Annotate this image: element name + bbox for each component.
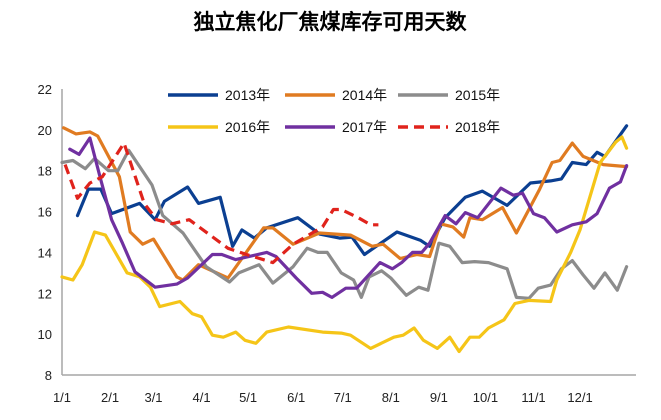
y-tick-label: 22 [38, 82, 52, 97]
legend-label: 2018年 [455, 119, 500, 135]
x-tick-label: 10/1 [473, 390, 498, 405]
y-tick-label: 10 [38, 327, 52, 342]
legend-label: 2014年 [342, 87, 387, 103]
legend-item: 2014年 [285, 87, 387, 103]
legend-label: 2015年 [455, 87, 500, 103]
legend-item: 2015年 [398, 87, 500, 103]
y-tick-label: 12 [38, 286, 52, 301]
x-tick-label: 8/1 [382, 390, 400, 405]
legend-label: 2013年 [225, 87, 270, 103]
x-tick-label: 11/1 [521, 390, 545, 405]
legend-item: 2013年 [168, 87, 270, 103]
y-tick-label: 8 [45, 368, 52, 383]
legend-label: 2017年 [342, 119, 387, 135]
series-line-2018 [63, 141, 379, 265]
series-line-2017 [68, 136, 629, 299]
legend: 2013年 2014年 2015年 2016年 2017年 2018年 [168, 87, 500, 135]
series-line-2015 [60, 148, 629, 300]
x-tick-label: 4/1 [193, 390, 211, 405]
legend-item: 2016年 [168, 119, 270, 135]
legend-label: 2016年 [225, 119, 270, 135]
x-tick-label: 2/1 [101, 390, 119, 405]
x-tick-label: 9/1 [430, 390, 448, 405]
legend-item: 2018年 [398, 119, 500, 135]
x-tick-label: 7/1 [334, 390, 352, 405]
y-tick-labels: 8 10 12 14 16 18 20 22 [38, 82, 52, 383]
x-tick-label: 3/1 [144, 390, 162, 405]
x-tick-label: 12/1 [567, 390, 592, 405]
x-tick-label: 1/1 [53, 390, 71, 405]
x-tick-label: 6/1 [287, 390, 305, 405]
x-tick-labels: 1/1 2/1 3/1 4/1 5/1 6/1 7/1 8/1 9/1 10/1 11/1 12/1 [53, 390, 593, 405]
series-line-2014 [61, 126, 629, 282]
x-tick-label: 5/1 [239, 390, 257, 405]
axes [61, 89, 636, 376]
chart-title: 独立焦化厂焦煤库存可用天数 [194, 10, 468, 34]
y-tick-label: 14 [38, 245, 52, 260]
y-tick-label: 18 [38, 164, 52, 179]
series-lines [60, 124, 629, 354]
series-line-2016 [60, 135, 629, 354]
y-tick-label: 16 [38, 205, 52, 220]
y-tick-label: 20 [38, 123, 52, 138]
legend-item: 2017年 [285, 119, 387, 135]
